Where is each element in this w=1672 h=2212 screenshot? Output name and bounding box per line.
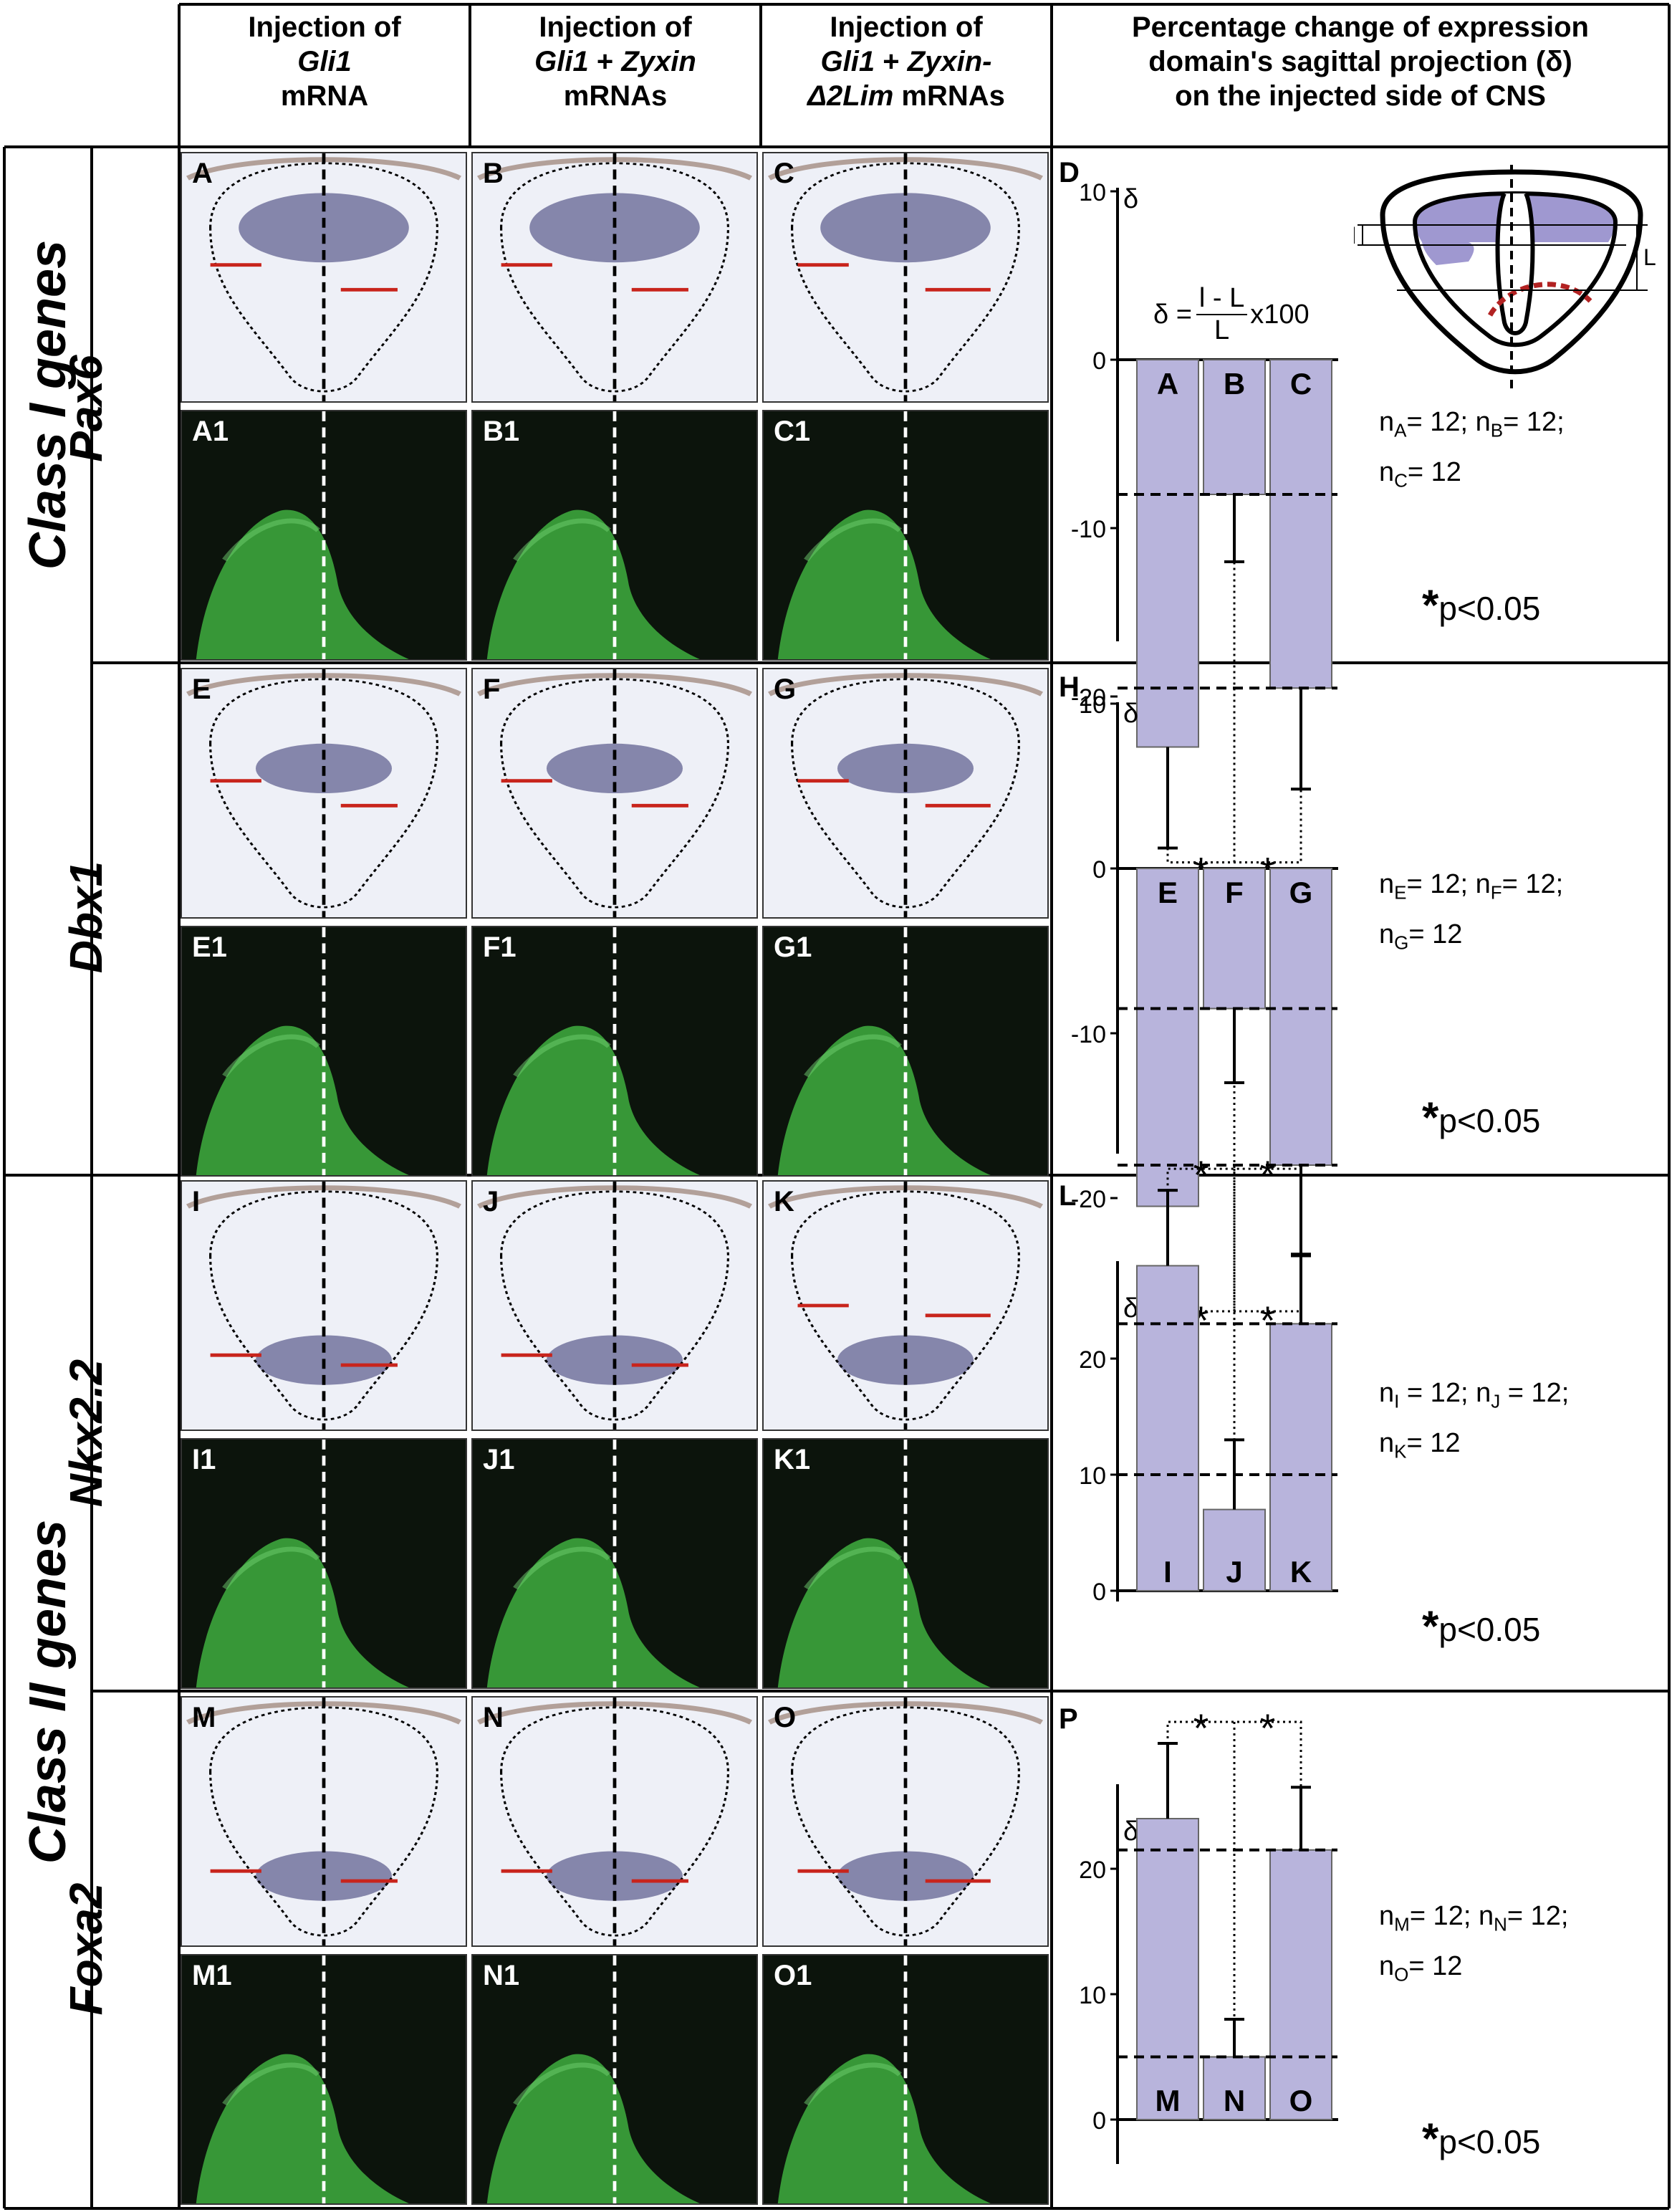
gene-label-foxa2: Foxa2 xyxy=(60,1882,112,2016)
gfp-panel-O1: O1 xyxy=(762,1954,1049,2205)
panel-label-E1: E1 xyxy=(192,932,227,963)
panel-label-B1: B1 xyxy=(483,416,520,447)
panel-label-M1: M1 xyxy=(192,1960,232,1991)
n-label-3: nM= 12; nN= 12; nO= 12 xyxy=(1379,1901,1569,1986)
gene-label-nkx22: Nkx2.2 xyxy=(60,1359,112,1508)
neural-tube-schematic: l L xyxy=(1354,165,1656,394)
header-percentage-change: Percentage change of expression domain's… xyxy=(1131,11,1589,112)
ish-panel-C: C xyxy=(762,152,1049,403)
panel-label-J: J xyxy=(483,1186,499,1217)
formula-tail: x100 xyxy=(1250,299,1310,330)
ish-panel-N: N xyxy=(471,1696,758,1947)
ish-panel-E: E xyxy=(181,668,467,919)
gfp-panel-A1: A1 xyxy=(181,410,467,661)
ish-panel-G: G xyxy=(762,668,1049,919)
ish-panel-A: A xyxy=(181,152,467,403)
header-gli1-zyxin: Injection of Gli1 + Zyxin mRNAs xyxy=(534,11,696,112)
gfp-panel-G1: G1 xyxy=(762,926,1049,1177)
gene-label-dbx1: Dbx1 xyxy=(60,861,112,974)
panel-label-C: C xyxy=(774,158,794,189)
header-gli1: Injection of Gli1 mRNA xyxy=(248,11,401,112)
panel-label-G1: G1 xyxy=(774,932,812,963)
ish-panel-M: M xyxy=(181,1696,467,1947)
gfp-panel-F1: F1 xyxy=(471,926,758,1177)
panel-label-E: E xyxy=(192,674,211,705)
panel-label-A: A xyxy=(192,158,213,189)
panel-label-N1: N1 xyxy=(483,1960,520,1991)
gfp-panel-K1: K1 xyxy=(762,1438,1049,1689)
pvalue-H: *p<0.05 xyxy=(1422,1093,1541,1141)
panel-label-C1: C1 xyxy=(774,416,811,447)
n-label-2: nI = 12; nJ = 12; nK= 12 xyxy=(1379,1378,1570,1462)
gfp-panel-C1: C1 xyxy=(762,410,1049,661)
n-label-1: nE= 12; nF= 12; nG= 12 xyxy=(1379,869,1564,954)
pvalue-P: *p<0.05 xyxy=(1422,2115,1541,2163)
pvalue-D: *p<0.05 xyxy=(1422,581,1541,629)
panel-label-G: G xyxy=(774,674,797,705)
gfp-panel-M1: M1 xyxy=(181,1954,467,2205)
formula-lhs: δ = xyxy=(1153,299,1192,330)
gfp-panel-N1: N1 xyxy=(471,1954,758,2205)
panel-label-O: O xyxy=(774,1702,797,1733)
panel-label-I1: I1 xyxy=(192,1444,216,1475)
schematic-l-label: l xyxy=(1354,223,1356,249)
pvalue-L: *p<0.05 xyxy=(1422,1602,1541,1650)
gfp-panel-J1: J1 xyxy=(471,1438,758,1689)
gfp-panel-I1: I1 xyxy=(181,1438,467,1689)
schematic-L-label: L xyxy=(1643,244,1656,270)
panel-label-A1: A1 xyxy=(192,416,229,447)
panel-label-J1: J1 xyxy=(483,1444,515,1475)
panel-label-I: I xyxy=(192,1186,201,1217)
panel-label-K1: K1 xyxy=(774,1444,811,1475)
panel-label-F: F xyxy=(483,674,501,705)
ish-panel-I: I xyxy=(181,1180,467,1431)
ish-panel-O: O xyxy=(762,1696,1049,1947)
gfp-panel-E1: E1 xyxy=(181,926,467,1177)
ish-panel-J: J xyxy=(471,1180,758,1431)
ish-panel-K: K xyxy=(762,1180,1049,1431)
header-gli1-zyxin-d2lim: Injection of Gli1 + Zyxin- Δ2Lim mRNAs xyxy=(807,11,1005,112)
formula-denominator: L xyxy=(1214,315,1230,345)
gfp-panel-B1: B1 xyxy=(471,410,758,661)
gene-label-pax6: Pax6 xyxy=(60,355,112,462)
ish-panel-B: B xyxy=(471,152,758,403)
formula-numerator: l - L xyxy=(1196,283,1248,315)
panel-label-F1: F1 xyxy=(483,932,517,963)
panel-label-K: K xyxy=(774,1186,794,1217)
panel-label-B: B xyxy=(483,158,504,189)
panel-label-N: N xyxy=(483,1702,504,1733)
panel-label-O1: O1 xyxy=(774,1960,812,1991)
panel-label-M: M xyxy=(192,1702,216,1733)
ish-panel-F: F xyxy=(471,668,758,919)
n-label-0: nA= 12; nB= 12; nC= 12 xyxy=(1379,407,1565,492)
